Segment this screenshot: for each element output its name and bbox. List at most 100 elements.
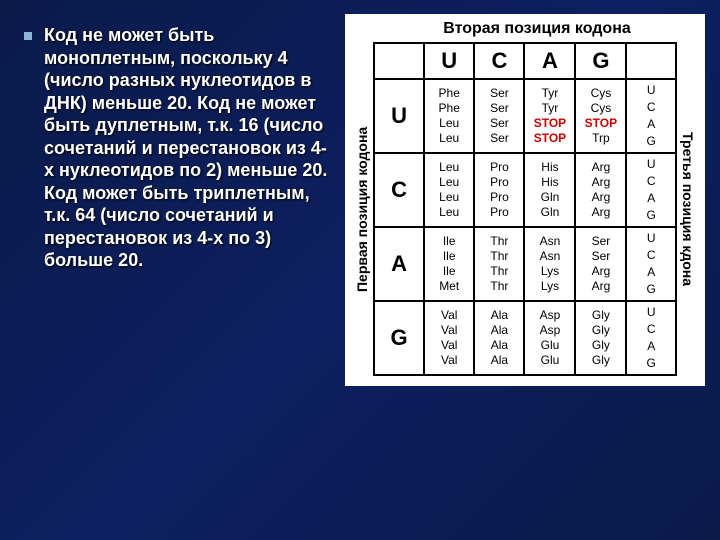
codon-figure: Вторая позиция кодона Первая позиция код… (345, 14, 705, 386)
third-position-label: U (627, 156, 675, 173)
col-header: A (524, 43, 575, 79)
amino-acid: Ala (475, 338, 523, 353)
side-labels: UCAG (626, 79, 676, 153)
amino-acid: Val (425, 308, 473, 323)
amino-acid: Arg (576, 175, 625, 190)
stop-codon: STOP (525, 131, 574, 146)
third-position-label: U (627, 230, 675, 247)
col-header-row: U C A G (374, 43, 676, 79)
codon-cell: GlyGlyGlyGly (575, 301, 626, 375)
third-position-label: U (627, 304, 675, 321)
codon-cell: IleIleIleMet (424, 227, 474, 301)
amino-acid: Val (425, 323, 473, 338)
amino-acid: Asn (525, 234, 574, 249)
amino-acid: Cys (576, 101, 625, 116)
left-axis-title: Первая позиция кодона (351, 42, 373, 376)
third-position-label: G (627, 281, 675, 298)
side-labels: UCAG (626, 301, 676, 375)
amino-acid: Glu (525, 338, 574, 353)
codon-cell: ArgArgArgArg (575, 153, 626, 227)
amino-acid: Ala (475, 353, 523, 368)
left-text-panel: Код не может быть моноплетным, поскольку… (0, 0, 340, 540)
amino-acid: Tyr (525, 86, 574, 101)
row-header: G (374, 301, 424, 375)
amino-acid: Thr (475, 264, 523, 279)
amino-acid: Gly (576, 353, 625, 368)
amino-acid: Ser (475, 116, 523, 131)
amino-acid: Ala (475, 323, 523, 338)
amino-acid: Gln (525, 190, 574, 205)
amino-acid: Gln (525, 205, 574, 220)
codon-cell: LeuLeuLeuLeu (424, 153, 474, 227)
codon-cell: ProProProPro (474, 153, 524, 227)
corner-cell (626, 43, 676, 79)
amino-acid: Arg (576, 279, 625, 294)
codon-cell: CysCysSTOPTrp (575, 79, 626, 153)
amino-acid: Arg (576, 205, 625, 220)
amino-acid: Leu (425, 116, 473, 131)
amino-acid: Leu (425, 160, 473, 175)
amino-acid: Leu (425, 205, 473, 220)
amino-acid: Thr (475, 234, 523, 249)
third-position-label: G (627, 133, 675, 150)
amino-acid: Glu (525, 353, 574, 368)
amino-acid: Pro (475, 190, 523, 205)
codon-cell: AlaAlaAlaAla (474, 301, 524, 375)
third-position-label: A (627, 338, 675, 355)
amino-acid: His (525, 160, 574, 175)
top-axis-title: Вторая позиция кодона (351, 20, 699, 38)
row-header: A (374, 227, 424, 301)
row-header: C (374, 153, 424, 227)
amino-acid: Gly (576, 338, 625, 353)
amino-acid: Phe (425, 86, 473, 101)
col-header: G (575, 43, 626, 79)
third-position-label: C (627, 321, 675, 338)
codon-cell: HisHisGlnGln (524, 153, 575, 227)
amino-acid: Arg (576, 160, 625, 175)
amino-acid: Arg (576, 264, 625, 279)
amino-acid: Ala (475, 308, 523, 323)
amino-acid: Cys (576, 86, 625, 101)
third-position-label: C (627, 99, 675, 116)
codon-table: U C A G UPhePheLeuLeuSerSerSerSerTyrTyrS… (373, 42, 677, 376)
amino-acid: Trp (576, 131, 625, 146)
codon-cell: PhePheLeuLeu (424, 79, 474, 153)
amino-acid: Ser (475, 101, 523, 116)
amino-acid: Leu (425, 131, 473, 146)
right-panel: Вторая позиция кодона Первая позиция код… (340, 0, 720, 540)
col-header: U (424, 43, 474, 79)
amino-acid: Leu (425, 190, 473, 205)
amino-acid: Tyr (525, 101, 574, 116)
codon-cell: TyrTyrSTOPSTOP (524, 79, 575, 153)
table-row: AIleIleIleMetThrThrThrThrAsnAsnLysLysSer… (374, 227, 676, 301)
codon-cell: ThrThrThrThr (474, 227, 524, 301)
third-position-label: G (627, 355, 675, 372)
third-position-label: A (627, 190, 675, 207)
stop-codon: STOP (576, 116, 625, 131)
amino-acid: Ser (475, 86, 523, 101)
amino-acid: Thr (475, 249, 523, 264)
amino-acid: Lys (525, 264, 574, 279)
amino-acid: Asn (525, 249, 574, 264)
codon-cell: AspAspGluGlu (524, 301, 575, 375)
amino-acid: Phe (425, 101, 473, 116)
amino-acid: Pro (475, 175, 523, 190)
corner-cell (374, 43, 424, 79)
table-row: UPhePheLeuLeuSerSerSerSerTyrTyrSTOPSTOPC… (374, 79, 676, 153)
amino-acid: Pro (475, 160, 523, 175)
right-axis-title: Третья позиция кдона (677, 42, 699, 376)
bullet-icon (24, 32, 32, 40)
third-position-label: G (627, 207, 675, 224)
amino-acid: Thr (475, 279, 523, 294)
amino-acid: Arg (576, 190, 625, 205)
codon-cell: AsnAsnLysLys (524, 227, 575, 301)
third-position-label: A (627, 264, 675, 281)
third-position-label: U (627, 82, 675, 99)
amino-acid: His (525, 175, 574, 190)
side-labels: UCAG (626, 227, 676, 301)
amino-acid: Val (425, 338, 473, 353)
codon-cell: ValValValVal (424, 301, 474, 375)
amino-acid: Val (425, 353, 473, 368)
amino-acid: Ile (425, 249, 473, 264)
codon-cell: SerSerSerSer (474, 79, 524, 153)
